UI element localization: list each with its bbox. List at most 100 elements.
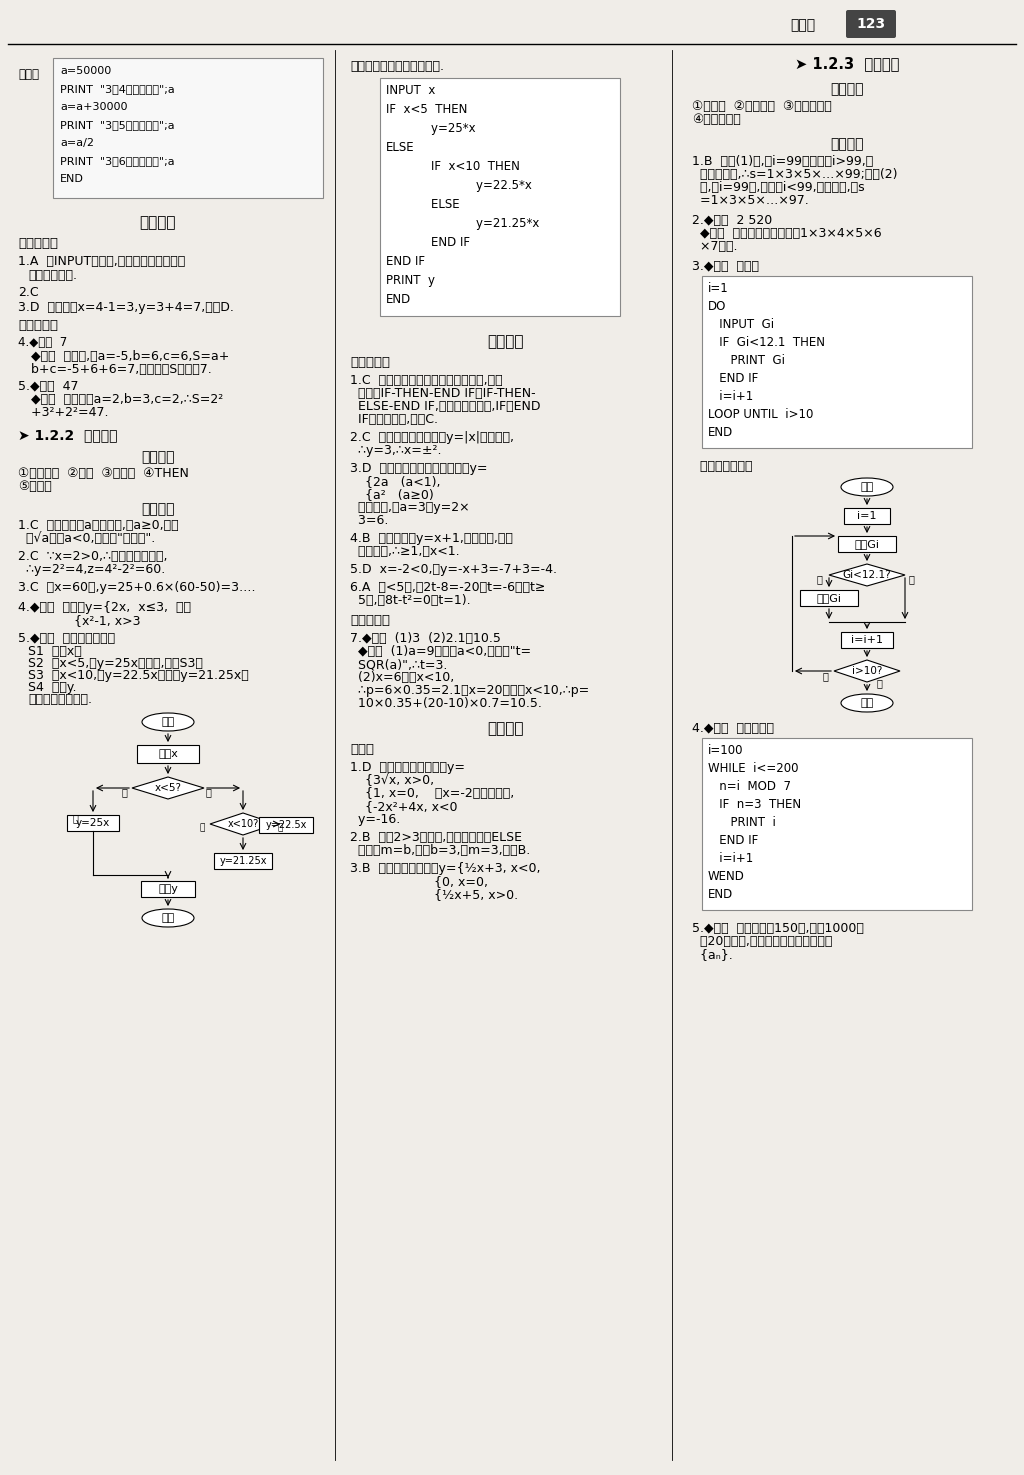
- Text: 5时,由8t-t²=0得t=1).: 5时,由8t-t²=0得t=1).: [350, 594, 471, 608]
- Text: ELSE-END IF,但无论哪种形式,IF与END: ELSE-END IF,但无论哪种形式,IF与END: [350, 400, 541, 413]
- Bar: [702, 276, 972, 448]
- Text: ④条件不符合: ④条件不符合: [692, 114, 740, 125]
- Text: 输出y: 输出y: [158, 884, 178, 894]
- Text: b+c=-5+6+6=7,故输出的S的值为7.: b+c=-5+6+6=7,故输出的S的值为7.: [23, 363, 212, 376]
- Text: ◆解析  依题意得a=2,b=3,c=2,∴S=2²: ◆解析 依题意得a=2,b=3,c=2,∴S=2²: [23, 392, 223, 406]
- Text: S3  若x<10,则y=22.5x；否则y=21.25x；: S3 若x<10,则y=22.5x；否则y=21.25x；: [28, 670, 249, 681]
- Text: 1.B  程序(1)中,当i=99时不满足i>99,故: 1.B 程序(1)中,当i=99时不满足i>99,故: [692, 155, 873, 168]
- Text: 结束: 结束: [162, 913, 175, 923]
- Text: a=a+30000: a=a+30000: [60, 102, 128, 112]
- Text: 7.◆答案  (1)3  (2)2.1；10.5: 7.◆答案 (1)3 (2)2.1；10.5: [350, 631, 501, 645]
- Text: ◆解析  (1)a=9不满足a<0,故执行"t=: ◆解析 (1)a=9不满足a<0,故执行"t=: [350, 645, 531, 658]
- Bar: [67, 816, 119, 830]
- Text: 2.C  该程序语句是求函数y=|x|的函数值,: 2.C 该程序语句是求函数y=|x|的函数值,: [350, 431, 514, 444]
- Text: ◆解析  依题意,得a=-5,b=6,c=6,S=a+: ◆解析 依题意,得a=-5,b=6,c=6,S=a+: [23, 350, 229, 363]
- Text: IF  x<5  THEN: IF x<5 THEN: [386, 103, 467, 117]
- Polygon shape: [834, 659, 900, 681]
- Bar: [841, 631, 893, 648]
- Text: 再执行一次,∴s=1×3×5×…×99;程序(2): 再执行一次,∴s=1×3×5×…×99;程序(2): [692, 168, 897, 181]
- Text: WEND: WEND: [708, 870, 744, 884]
- Text: ⑤语句体: ⑤语句体: [18, 479, 52, 493]
- Text: 否: 否: [909, 574, 914, 584]
- Text: x<5?: x<5?: [155, 783, 181, 794]
- Text: 链接高考: 链接高考: [141, 502, 175, 516]
- Ellipse shape: [841, 695, 893, 712]
- Text: 3.C  当x=60时,y=25+0.6×(60-50)=3….: 3.C 当x=60时,y=25+0.6×(60-50)=3….: [18, 581, 256, 594]
- Text: 中,当i=99时,不满足i<99,跳出循环,故s: 中,当i=99时,不满足i<99,跳出循环,故s: [692, 181, 864, 195]
- Text: ∴p=6×0.35=2.1；x=20不满足x<10,∴p=: ∴p=6×0.35=2.1；x=20不满足x<10,∴p=: [350, 684, 589, 698]
- Ellipse shape: [841, 478, 893, 496]
- Text: 3=6.: 3=6.: [350, 513, 388, 527]
- Text: {0, x=0,: {0, x=0,: [350, 875, 488, 888]
- Text: 1.A  在INPUT语句中,输入多个变量只需用: 1.A 在INPUT语句中,输入多个变量只需用: [18, 255, 185, 268]
- Text: END: END: [60, 174, 84, 184]
- Text: 5.◆解析  算法步骤如下：: 5.◆解析 算法步骤如下：: [18, 631, 115, 645]
- Text: 5.◆解析  购买时付款150元,余款1000元: 5.◆解析 购买时付款150元,余款1000元: [692, 922, 864, 935]
- Text: INPUT  x: INPUT x: [386, 84, 435, 97]
- Text: {x²-1, x>3: {x²-1, x>3: [18, 614, 140, 627]
- Text: 输入x: 输入x: [158, 749, 178, 760]
- Bar: [141, 881, 195, 897]
- Text: 2.C: 2.C: [18, 286, 39, 299]
- Text: 三年模拟: 三年模拟: [139, 215, 176, 230]
- Text: 5.◆答案  47: 5.◆答案 47: [18, 381, 79, 392]
- Text: 知识清单: 知识清单: [830, 83, 864, 96]
- Text: 1.D  该程序是求分段函数y=: 1.D 该程序是求分段函数y=: [350, 761, 465, 774]
- Text: 第一章: 第一章: [790, 18, 815, 32]
- Text: PRINT  i: PRINT i: [708, 816, 776, 829]
- Text: 10×0.35+(20-10)×0.7=10.5.: 10×0.35+(20-10)×0.7=10.5.: [350, 698, 542, 709]
- FancyBboxPatch shape: [846, 10, 896, 38]
- Text: LOOP UNTIL  i>10: LOOP UNTIL i>10: [708, 409, 813, 420]
- Text: IF需同时出现,故选C.: IF需同时出现,故选C.: [350, 413, 438, 426]
- Text: 2.◆答案  2 520: 2.◆答案 2 520: [692, 214, 772, 227]
- Text: i=i+1: i=i+1: [851, 636, 883, 645]
- Text: 否: 否: [823, 671, 828, 681]
- Text: PRINT  Gi: PRINT Gi: [708, 354, 785, 367]
- Text: y=21.25*x: y=21.25*x: [446, 217, 540, 230]
- Text: 程序框图如图：: 程序框图如图：: [692, 460, 753, 473]
- Text: a=50000: a=50000: [60, 66, 112, 77]
- Text: (2)x=6满足x<10,: (2)x=6满足x<10,: [350, 671, 455, 684]
- Text: Gi<12.1?: Gi<12.1?: [843, 569, 891, 580]
- Text: 2.B  因为2>3不成立,所以程序执行ELSE: 2.B 因为2>3不成立,所以程序执行ELSE: [350, 830, 522, 844]
- Text: 是: 是: [817, 574, 823, 584]
- Text: {1, x=0,    在x=-2处的函数值,: {1, x=0, 在x=-2处的函数值,: [365, 788, 514, 799]
- Text: y=21.25x: y=21.25x: [219, 855, 266, 866]
- Text: PRINT  "3月6日存粮数为";a: PRINT "3月6日存粮数为";a: [60, 156, 175, 167]
- Ellipse shape: [142, 909, 194, 926]
- Bar: [380, 78, 620, 316]
- Text: y=25*x: y=25*x: [416, 122, 475, 136]
- Text: n=i  MOD  7: n=i MOD 7: [708, 780, 791, 794]
- Text: 二、填空题: 二、填空题: [350, 614, 390, 627]
- Text: 二、填空题: 二、填空题: [18, 319, 58, 332]
- Text: ◆解析  该程序的作用是输出1×3×4×5×6: ◆解析 该程序的作用是输出1×3×4×5×6: [692, 227, 882, 240]
- Text: i=1: i=1: [857, 510, 877, 521]
- Text: 3.◆解析  程序：: 3.◆解析 程序：: [692, 260, 759, 273]
- Text: IF  Gi<12.1  THEN: IF Gi<12.1 THEN: [708, 336, 825, 350]
- Text: ①循环体  ②满足条件  ③条件的真假: ①循环体 ②满足条件 ③条件的真假: [692, 100, 831, 114]
- Text: ELSE: ELSE: [416, 198, 460, 211]
- Text: 否: 否: [206, 788, 212, 797]
- Text: 4.◆答案  求函数y={2x,  x≤3,  的值: 4.◆答案 求函数y={2x, x≤3, 的值: [18, 600, 191, 614]
- Text: END: END: [386, 294, 412, 305]
- Text: 出√a；若a<0,则输出"是负数".: 出√a；若a<0,则输出"是负数".: [18, 532, 156, 544]
- Text: ∴y=3,∴x=±².: ∴y=3,∴x=±².: [350, 444, 441, 457]
- Text: 开始: 开始: [860, 482, 873, 493]
- Text: {a²   (a≥0): {a² (a≥0): [365, 488, 434, 502]
- Text: 4.◆答案  7: 4.◆答案 7: [18, 336, 68, 350]
- Text: INPUT  Gi: INPUT Gi: [708, 319, 774, 330]
- Text: 结束: 结束: [860, 698, 873, 708]
- Bar: [702, 738, 972, 910]
- Text: END IF: END IF: [708, 372, 758, 385]
- Bar: [259, 817, 313, 833]
- Text: ∴y=2²=4,z=4²-2²=60.: ∴y=2²=4,z=4²-2²=60.: [18, 563, 165, 577]
- Text: 基础过关: 基础过关: [486, 333, 523, 350]
- Text: i=1: i=1: [708, 282, 729, 295]
- Text: ELSE: ELSE: [386, 142, 415, 153]
- Text: 4.◆解析  程序如下：: 4.◆解析 程序如下：: [692, 721, 774, 735]
- Text: +3²+2²=47.: +3²+2²=47.: [23, 406, 109, 419]
- Text: 选择题: 选择题: [350, 743, 374, 757]
- Text: 2.C  ∵x=2>0,∴程序执行语句体,: 2.C ∵x=2>0,∴程序执行语句体,: [18, 550, 168, 563]
- Text: 根据程序框图写出程序如下.: 根据程序框图写出程序如下.: [350, 60, 444, 72]
- Text: y=25x: y=25x: [76, 819, 111, 827]
